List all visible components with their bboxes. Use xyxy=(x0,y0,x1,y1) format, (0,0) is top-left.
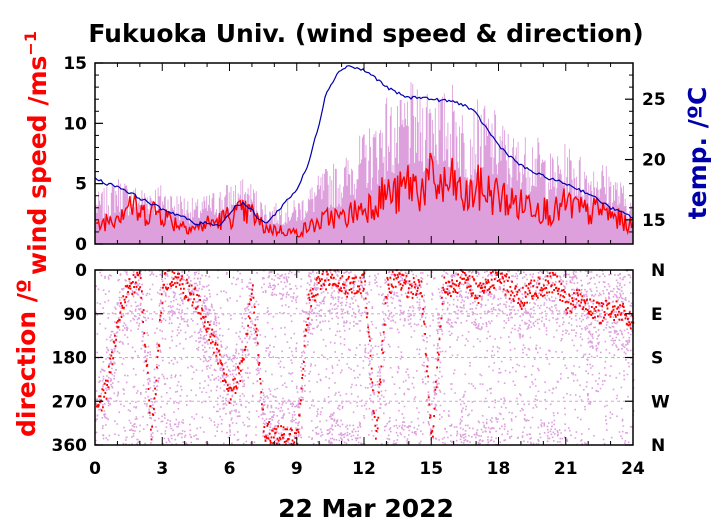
compass-tick-label: W xyxy=(651,392,670,412)
compass-tick-label: S xyxy=(651,349,663,369)
wind-speed-panel-frame xyxy=(94,62,634,245)
direction-panel: 0 N 90 E 180 S 270 W 360 N 0 3 6 9 12 15 18 21 24 xyxy=(52,261,671,479)
hour-tick-label: 9 xyxy=(291,459,303,479)
hour-tick-label: 0 xyxy=(89,459,101,479)
wind-speed-axis-label: wind speed /ms−1 xyxy=(21,31,52,275)
direction-axis-label: direction /º xyxy=(12,279,41,437)
direction-tick-label: 0 xyxy=(75,261,87,281)
wind-mean-line xyxy=(95,152,634,239)
temperature-axis-label: temp. /ºC xyxy=(683,87,712,220)
date-axis-label: 22 Mar 2022 xyxy=(278,494,454,523)
compass-tick-label: N xyxy=(651,436,665,456)
wind-speed-tick-label: 0 xyxy=(75,235,87,255)
direction-tick-label: 180 xyxy=(52,349,88,369)
hour-tick-label: 12 xyxy=(352,459,376,479)
direction-tick-label: 90 xyxy=(63,305,87,325)
wind-speed-panel-ticks: 0 5 10 15 15 20 25 xyxy=(63,54,666,255)
temperature-tick-label: 15 xyxy=(642,211,666,231)
hour-tick-label: 6 xyxy=(224,459,236,479)
direction-panel-frame xyxy=(94,269,634,446)
wind-speed-tick-label: 15 xyxy=(63,54,87,74)
hour-tick-label: 24 xyxy=(621,459,645,479)
hour-tick-label: 18 xyxy=(487,459,511,479)
wind-speed-axis-label-superscript: −1 xyxy=(21,31,40,56)
wind-speed-tick-label: 5 xyxy=(75,175,87,195)
hour-tick-label: 21 xyxy=(554,459,578,479)
temperature-tick-label: 20 xyxy=(642,151,666,171)
wind-speed-panel: 0 5 10 15 15 20 25 xyxy=(63,54,666,255)
compass-tick-label: N xyxy=(651,261,665,281)
hour-tick-label: 15 xyxy=(419,459,443,479)
wind-gust-series xyxy=(95,82,633,244)
temperature-tick-label: 25 xyxy=(642,90,666,110)
chart-title: Fukuoka Univ. (wind speed & direction) xyxy=(88,19,643,48)
hour-tick-label: 3 xyxy=(156,459,168,479)
wind-mean-series xyxy=(95,152,634,239)
direction-tick-label: 270 xyxy=(52,392,88,412)
wind-speed-axis-label-text: wind speed /ms xyxy=(23,56,52,275)
wind-gust-envelope xyxy=(95,82,633,244)
wind-speed-tick-label: 10 xyxy=(63,114,87,134)
compass-tick-label: E xyxy=(651,305,663,325)
direction-tick-label: 360 xyxy=(52,436,88,456)
